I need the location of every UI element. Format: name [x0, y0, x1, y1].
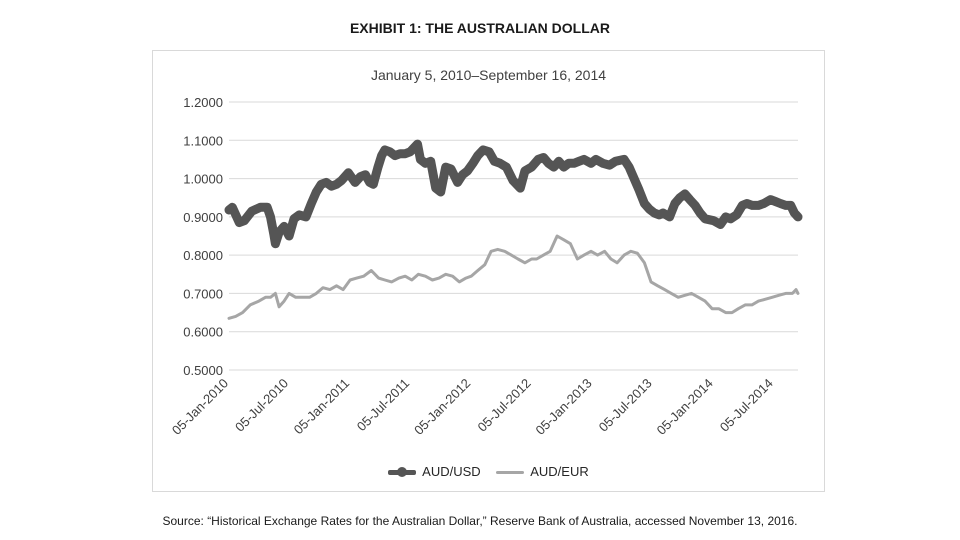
x-tick-label: 05-Jul-2013 [596, 376, 655, 435]
y-tick-label: 0.9000 [183, 210, 223, 225]
x-tick-label: 05-Jul-2014 [717, 376, 776, 435]
x-tick-label: 05-Jul-2010 [232, 376, 291, 435]
legend-item-aud-eur: AUD/EUR [496, 464, 589, 480]
legend-label-aud-eur: AUD/EUR [530, 464, 589, 480]
y-tick-label: 1.1000 [183, 133, 223, 148]
y-tick-label: 1.2000 [183, 95, 223, 110]
y-tick-label: 1.0000 [183, 172, 223, 187]
x-tick-label: 05-Jan-2010 [169, 376, 231, 438]
legend-swatch-aud-eur [496, 471, 525, 475]
legend-item-aud-usd: AUD/USD [388, 464, 481, 480]
line-chart: 1.2000 1.1000 1.0000 0.9000 0.8000 0.7000 0.60… [169, 95, 803, 438]
x-tick-label: 05-Jul-2012 [475, 376, 534, 435]
y-tick-label: 0.7000 [183, 286, 223, 301]
y-tick-label: 0.5000 [183, 363, 223, 378]
chart-subtitle: January 5, 2010–September 16, 2014 [370, 67, 607, 83]
x-tick-label: 05-Jan-2013 [533, 376, 595, 438]
chart-frame: January 5, 2010–September 16, 2014 1.200… [152, 50, 825, 492]
source-note: Source: “Historical Exchange Rates for t… [162, 514, 798, 528]
x-tick-label: 05-Jan-2012 [411, 376, 473, 438]
chart-legend: AUD/USD AUD/EUR [153, 463, 824, 479]
page-title: EXHIBIT 1: THE AUSTRALIAN DOLLAR [349, 20, 611, 36]
legend-swatch-aud-usd [388, 467, 417, 478]
y-tick-label: 0.8000 [183, 248, 223, 263]
series-line-aud-usd [224, 139, 803, 249]
x-tick-label: 05-Jan-2014 [654, 376, 716, 438]
legend-label-aud-usd: AUD/USD [422, 464, 481, 480]
y-tick-label: 0.6000 [183, 325, 223, 340]
x-tick-label: 05-Jan-2011 [291, 376, 353, 438]
x-tick-label: 05-Jul-2011 [354, 376, 412, 434]
series-line-aud-eur [227, 234, 800, 320]
